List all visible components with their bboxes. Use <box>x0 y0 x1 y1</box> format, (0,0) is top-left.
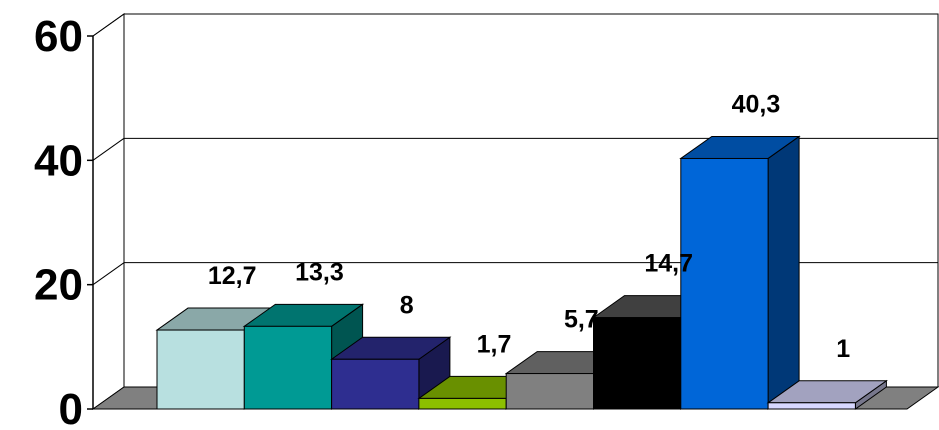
bar-front <box>593 317 682 410</box>
side-wall <box>92 13 125 410</box>
y-tick-label: 40 <box>34 136 83 185</box>
bar-front <box>505 373 595 410</box>
y-tick-labels: 0 20 40 60 <box>34 12 83 430</box>
data-label: 13,3 <box>295 258 344 286</box>
bar <box>766 379 888 410</box>
bar-front <box>156 329 245 410</box>
gridline-side <box>92 137 125 161</box>
y-tick-label: 60 <box>34 12 83 61</box>
data-label: 1,7 <box>477 330 512 358</box>
data-label: 40,3 <box>732 90 781 118</box>
bar-front <box>680 157 769 410</box>
y-axis <box>87 35 94 410</box>
gridlines <box>92 13 938 286</box>
data-label: 14,7 <box>644 250 693 278</box>
bar-front <box>418 397 507 410</box>
data-label: 12,7 <box>208 262 257 290</box>
data-label: 1 <box>836 335 850 363</box>
gridline-side <box>92 262 125 286</box>
bar-front <box>243 325 333 410</box>
bar-front <box>767 402 856 410</box>
bar-side <box>767 135 800 410</box>
y-tick-label: 0 <box>59 385 83 430</box>
gridline-side <box>92 13 125 37</box>
bar-front <box>331 358 420 410</box>
y-tick-label: 20 <box>34 261 83 310</box>
bar <box>330 336 452 410</box>
bars <box>155 135 888 410</box>
data-labels: 12,7 13,3 8 1,7 5,7 14,7 40,3 1 <box>208 90 850 362</box>
data-label: 8 <box>400 291 414 319</box>
data-label: 5,7 <box>564 306 599 334</box>
bar <box>679 135 801 410</box>
